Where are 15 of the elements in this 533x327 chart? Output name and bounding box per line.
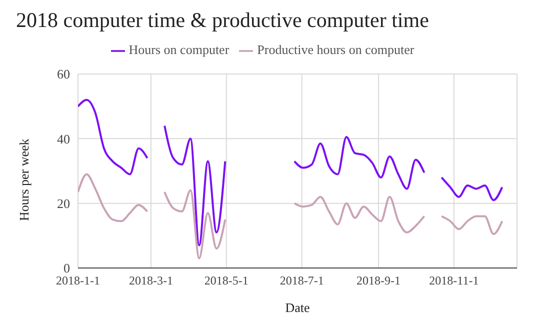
y-tick-label: 60 xyxy=(57,66,70,82)
x-tick-label: 2018-3-1 xyxy=(128,274,173,288)
x-tick-label: 2018-9-1 xyxy=(356,274,400,288)
y-tick-label: 0 xyxy=(64,260,70,276)
chart-title: 2018 computer time & productive computer time xyxy=(16,8,429,33)
legend-label: Hours on computer xyxy=(128,42,230,57)
x-tick-label: 2018-5-1 xyxy=(204,274,248,288)
legend-label: Productive hours on computer xyxy=(257,42,414,57)
x-tick-label: 2018-11-1 xyxy=(429,274,479,288)
y-tick-label: 20 xyxy=(57,196,70,211)
y-tick-label: 40 xyxy=(57,131,70,146)
y-axis-title: Hours per week xyxy=(16,138,32,222)
x-axis-title: Date xyxy=(285,300,310,315)
x-tick-label: 2018-1-1 xyxy=(56,274,100,288)
x-tick-label: 2018-7-1 xyxy=(280,274,324,288)
